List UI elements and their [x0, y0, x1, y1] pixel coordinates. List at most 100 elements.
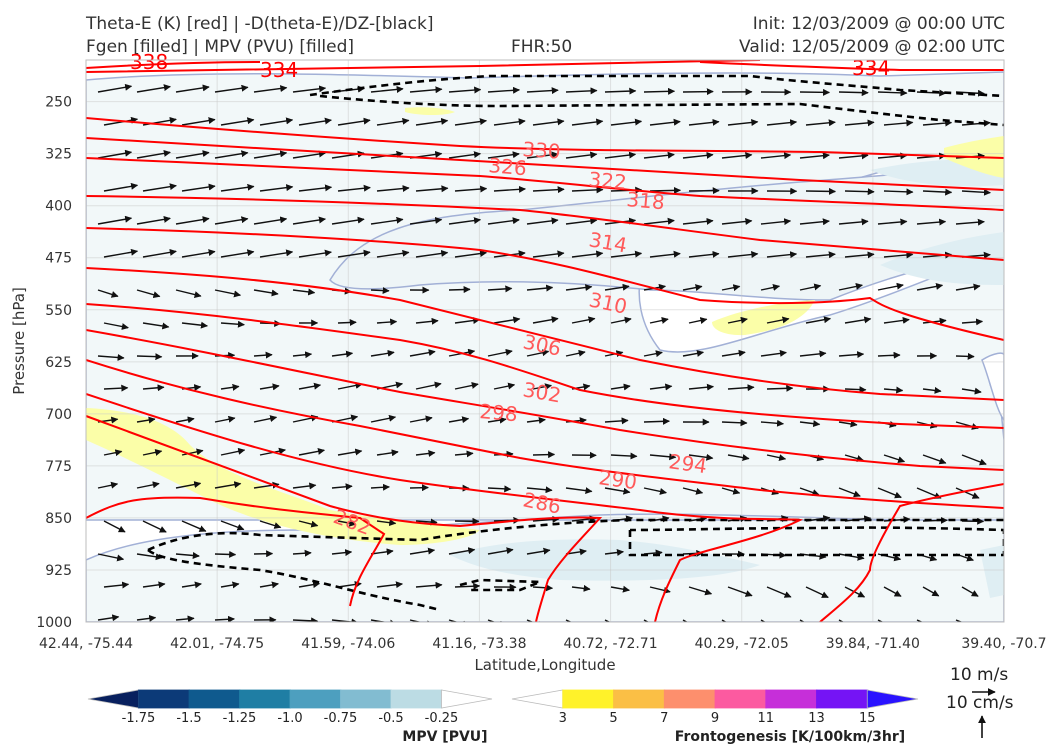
- wind-vector: [526, 547, 551, 555]
- wind-vector: [103, 248, 139, 258]
- colorbar-segment: [239, 689, 291, 709]
- wind-vector: [175, 150, 210, 159]
- wind-vector: [376, 519, 397, 527]
- wind-vector: [337, 519, 357, 527]
- wind-vector: [331, 549, 353, 557]
- wind-vector: [649, 250, 681, 258]
- fgen-yellow-mid: [712, 300, 815, 336]
- colorbar-segment: [511, 689, 564, 709]
- stability-contour-box: [628, 526, 1004, 557]
- wind-vector: [454, 450, 474, 458]
- wind-vector: [922, 386, 942, 394]
- wind-vector: [298, 382, 322, 390]
- wind-vector: [493, 382, 516, 390]
- wind-vector: [487, 619, 507, 622]
- wind-vector: [337, 448, 363, 456]
- y-tick-label: 475: [45, 251, 72, 267]
- colorbar-segment: [441, 689, 493, 709]
- wind-vector: [838, 89, 869, 97]
- theta-e-338: [86, 61, 261, 69]
- wind-vector: [838, 619, 845, 622]
- wind-vector: [487, 217, 520, 225]
- wind-vector: [571, 186, 604, 194]
- wind-vector: [142, 448, 163, 456]
- colorbar-tick-label: -1.5: [176, 711, 201, 726]
- wind-vector: [292, 549, 312, 557]
- wind-vector: [175, 416, 195, 424]
- wind-vector: [376, 117, 410, 126]
- theta-e-314: [86, 227, 1004, 341]
- wind-vector: [370, 85, 404, 93]
- wind-vector: [292, 482, 317, 490]
- colorbar-segment: [663, 689, 716, 709]
- wind-vector: [610, 118, 643, 126]
- wind-vector: [760, 419, 784, 427]
- wind-vector: [298, 447, 325, 456]
- wind-vector: [298, 117, 332, 126]
- wind-vector: [337, 382, 363, 390]
- wind-vector: [448, 619, 470, 622]
- wind-vector: [721, 218, 753, 225]
- wind-vector: [175, 615, 195, 622]
- wind-vector: [142, 581, 166, 589]
- wind-vector: [922, 454, 947, 465]
- wind-vector: [565, 284, 593, 292]
- theta-e-322: [86, 157, 1004, 211]
- theta-e-330: [86, 117, 1004, 159]
- wind-vector: [961, 454, 987, 466]
- wind-vector: [181, 520, 207, 532]
- contour-label-298: 298: [479, 399, 519, 426]
- x-tick-label: 40.72, -72.71: [564, 636, 658, 652]
- wind-vector: [454, 582, 481, 590]
- wind-vector: [97, 289, 119, 298]
- wind-vector: [526, 87, 559, 95]
- wind-vector: [922, 586, 940, 597]
- wind-vector: [487, 547, 514, 555]
- wind-vector: [532, 118, 565, 126]
- colorbar-segment: [866, 689, 919, 709]
- wind-vector: [136, 481, 160, 489]
- colorbar-segment: [765, 689, 818, 709]
- wind-vector: [136, 416, 156, 424]
- y-tick-label: 775: [45, 459, 72, 475]
- wind-vector: [214, 84, 249, 93]
- wind-vector: [955, 352, 975, 360]
- wind-vector: [103, 581, 130, 589]
- wind-vector: [883, 119, 914, 127]
- wind-vector: [604, 283, 630, 291]
- stability-contour-small: [459, 578, 541, 592]
- wind-vector: [292, 216, 326, 225]
- wind-vector: [259, 581, 279, 589]
- wind-vector: [454, 185, 488, 193]
- wind-vector: [298, 520, 319, 528]
- wind-vector: [376, 318, 398, 326]
- wind-vector: [682, 217, 714, 225]
- wind-vector: [487, 416, 507, 424]
- wind-vector: [487, 86, 520, 94]
- wind-vector: [103, 182, 139, 192]
- colorbar-tick-label: -1.25: [223, 711, 257, 726]
- wind-vector: [220, 447, 246, 456]
- wind-vector: [253, 150, 288, 159]
- wind-vector: [136, 215, 171, 225]
- wind-vector: [805, 251, 836, 259]
- colorbar-tick-label: -0.25: [425, 711, 459, 726]
- wind-vector: [292, 150, 326, 159]
- wind-vector: [571, 118, 604, 126]
- wind-vector: [259, 249, 294, 258]
- wind-vector: [526, 284, 554, 292]
- wind-vector: [955, 283, 981, 291]
- init-time: Init: 12/03/2009 @ 00:00 UTC: [752, 14, 1005, 34]
- wind-vector: [844, 454, 864, 462]
- wind-vector: [259, 184, 294, 192]
- wind-vector: [961, 188, 991, 196]
- wind-vector: [877, 619, 884, 622]
- wind-vector: [526, 619, 545, 622]
- forecast-hour: FHR:50: [511, 37, 573, 57]
- wind-vector: [532, 383, 553, 391]
- wind-vector: [766, 119, 798, 127]
- colorbar-tick-label: -0.5: [378, 711, 403, 726]
- wind-vector: [142, 248, 177, 258]
- wind-vector: [565, 487, 593, 495]
- wind-vector: [571, 316, 596, 324]
